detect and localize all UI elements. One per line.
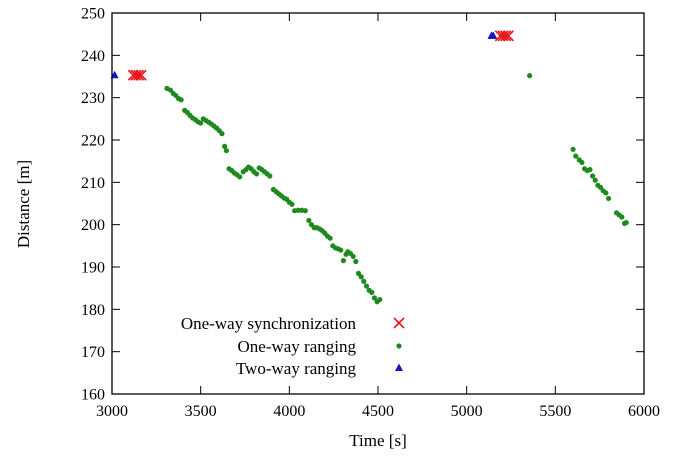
oneway-ranging-point (178, 97, 184, 103)
x-tick-label: 6000 (628, 403, 660, 420)
y-tick-label: 230 (81, 90, 105, 107)
oneway-ranging-point (603, 190, 609, 196)
y-tick-label: 200 (81, 217, 105, 234)
y-tick-label: 190 (81, 260, 105, 277)
y-tick-label: 160 (81, 387, 105, 404)
x-tick-label: 4000 (273, 403, 305, 420)
sync-point (135, 69, 147, 81)
oneway-ranging-point (353, 258, 359, 265)
x-tick-label: 3000 (96, 403, 128, 420)
oneway-ranging-point (587, 167, 593, 173)
oneway-ranging-point (592, 177, 598, 183)
oneway-ranging-point (371, 295, 378, 301)
sync-point (130, 69, 142, 81)
y-tick-label: 250 (81, 6, 105, 23)
legend: One-way synchronization One-way ranging … (181, 314, 405, 378)
y-tick-label: 240 (81, 48, 105, 65)
oneway-ranging-point (306, 217, 312, 224)
oneway-ranging-point (338, 247, 344, 253)
sync-point (133, 69, 145, 81)
legend-label-twoway: Two-way ranging (236, 359, 357, 378)
x-tick-label: 5000 (451, 403, 483, 420)
sync-point (494, 30, 506, 42)
x-tick-label: 5500 (539, 403, 571, 420)
x-axis-label: Time [s] (349, 431, 406, 450)
y-tick-label: 180 (81, 302, 105, 319)
oneway-ranging-point (570, 146, 576, 152)
oneway-ranging-point (363, 283, 370, 289)
oneway-ranging-point (589, 173, 596, 179)
legend-marker-symbol (395, 363, 403, 371)
oneway-ranging-point (237, 174, 243, 180)
oneway-ranging-point (219, 131, 225, 137)
x-tick-label: 4500 (362, 403, 394, 420)
legend-marker-sync (393, 317, 405, 329)
y-tick-label: 170 (81, 344, 105, 361)
oneway-ranging-point (579, 159, 585, 166)
y-tick-label: 210 (81, 175, 105, 192)
legend-label-oneway: One-way ranging (238, 337, 357, 356)
oneway-ranging-point (327, 235, 333, 241)
oneway-ranging-point (361, 278, 367, 284)
plot-frame (111, 12, 645, 395)
x-tick-label: 3500 (185, 403, 217, 420)
y-axis-ticks: 160 170 180 190 200 210 220 230 240 250 (81, 6, 644, 404)
oneway-ranging-point (222, 143, 228, 149)
data-points (110, 30, 629, 305)
x-axis-ticks: 3000 3500 4000 4500 5000 5500 6000 (96, 13, 660, 420)
sync-point (127, 69, 139, 81)
oneway-ranging-point (223, 147, 229, 154)
plot-area (112, 13, 644, 394)
oneway-ranging-point (377, 296, 383, 303)
oneway-ranging-point (350, 253, 356, 260)
oneway-ranging-point (267, 173, 273, 179)
oneway-ranging-point (340, 258, 347, 264)
sync-point (497, 30, 509, 42)
oneway-ranging-point (369, 289, 375, 295)
legend-marker-twoway (395, 363, 403, 371)
sync-point (502, 30, 514, 42)
y-tick-label: 220 (81, 133, 105, 150)
twoway-ranging-point (110, 70, 119, 79)
oneway-ranging-point (302, 208, 308, 214)
oneway-ranging-point (358, 274, 364, 280)
oneway-ranging-point (198, 120, 204, 126)
oneway-ranging-point (253, 171, 260, 177)
legend-marker-symbol (396, 343, 402, 349)
y-axis-label: Distance [m] (14, 160, 33, 248)
oneway-ranging-point (623, 219, 629, 226)
oneway-ranging-point (619, 214, 625, 220)
legend-label-sync: One-way synchronization (181, 314, 357, 333)
legend-marker-symbol (393, 317, 405, 329)
sync-point (500, 30, 512, 42)
oneway-ranging-point (605, 195, 612, 202)
oneway-ranging-point (289, 201, 295, 207)
oneway-ranging-point (573, 153, 579, 159)
oneway-ranging-point (527, 73, 533, 79)
legend-marker-oneway (396, 343, 402, 349)
twoway-ranging-point (489, 31, 498, 39)
